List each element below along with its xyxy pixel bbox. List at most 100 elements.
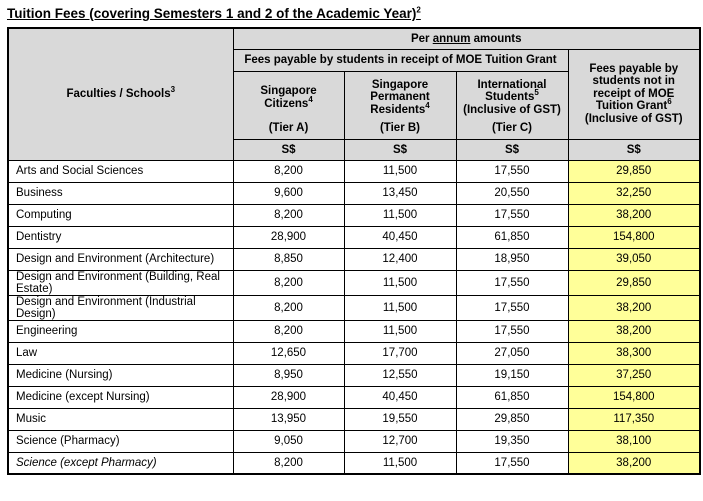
no-grant-fee-cell: 38,200 xyxy=(567,203,701,227)
tier-c-fee-cell: 29,850 xyxy=(455,407,569,431)
table-row: Engineering 8,200 11,500 17,550 38,200 xyxy=(7,319,701,343)
tier-c-fee-cell: 61,850 xyxy=(455,225,569,249)
table-row: Medicine (except Nursing) 28,900 40,450 … xyxy=(7,385,701,409)
table-row: Dentistry 28,900 40,450 61,850 154,800 xyxy=(7,225,701,249)
tier-b-fee-cell: 11,500 xyxy=(343,319,457,343)
table-row: Law 12,650 17,700 27,050 38,300 xyxy=(7,341,701,365)
fee-table-body: Arts and Social Sciences 8,200 11,500 17… xyxy=(7,159,701,475)
tier-a-header: Singapore Citizens4 (Tier A) xyxy=(232,70,345,140)
tier-a-fee-cell: 8,200 xyxy=(232,319,345,343)
table-row: Music 13,950 19,550 29,850 117,350 xyxy=(7,407,701,431)
tier-b-fee-cell: 12,700 xyxy=(343,429,457,453)
no-grant-fee-cell: 37,250 xyxy=(567,363,701,387)
no-grant-fee-cell: 29,850 xyxy=(567,269,701,296)
tier-c-header: International Students5 (Inclusive of GS… xyxy=(455,70,569,140)
moe-grant-header: Fees payable by students in receipt of M… xyxy=(232,48,569,72)
no-grant-gst-note: (Inclusive of GST) xyxy=(584,112,683,125)
tier-a-label: (Tier A) xyxy=(268,121,309,134)
tier-a-fee-cell: 12,650 xyxy=(232,341,345,365)
tier-c-fee-cell: 20,550 xyxy=(455,181,569,205)
no-grant-footnote-marker: 6 xyxy=(667,97,672,107)
no-grant-fee-cell: 38,200 xyxy=(567,319,701,343)
faculty-cell: Science (Pharmacy) xyxy=(7,429,234,453)
tier-c-fee-cell: 17,550 xyxy=(455,319,569,343)
tier-c-fee-cell: 19,150 xyxy=(455,363,569,387)
tier-a-fee-cell: 8,200 xyxy=(232,159,345,183)
currency-header-tier-a: S$ xyxy=(232,138,345,161)
tier-c-gst-note: (Inclusive of GST) xyxy=(463,103,561,116)
tier-b-fee-cell: 40,450 xyxy=(343,385,457,409)
table-row: Medicine (Nursing) 8,950 12,550 19,150 3… xyxy=(7,363,701,387)
tier-a-fee-cell: 28,900 xyxy=(232,385,345,409)
header-row-currency: S$ S$ S$ S$ xyxy=(8,138,701,161)
no-grant-fee-cell: 117,350 xyxy=(567,407,701,431)
faculty-cell: Design and Environment (Architecture) xyxy=(7,247,234,271)
table-row: Science (except Pharmacy) 8,200 11,500 1… xyxy=(7,451,701,475)
faculty-cell: Medicine (except Nursing) xyxy=(7,385,234,409)
tier-b-fee-cell: 11,500 xyxy=(343,203,457,227)
tier-a-fee-cell: 28,900 xyxy=(232,225,345,249)
no-grant-fee-cell: 32,250 xyxy=(567,181,701,205)
no-grant-fee-cell: 154,800 xyxy=(567,225,701,249)
tier-b-header: Singapore Permanent Residents4 (Tier B) xyxy=(343,70,457,140)
tier-a-fee-cell: 8,200 xyxy=(232,294,345,321)
tier-b-fee-cell: 11,500 xyxy=(343,159,457,183)
faculty-cell: Law xyxy=(7,341,234,365)
faculty-cell: Science (except Pharmacy) xyxy=(7,451,234,475)
tier-a-fee-cell: 8,850 xyxy=(232,247,345,271)
no-grant-fee-cell: 38,200 xyxy=(567,294,701,321)
tier-b-footnote-marker: 4 xyxy=(425,100,430,110)
currency-header-tier-c: S$ xyxy=(455,138,569,161)
tier-c-footnote-marker: 5 xyxy=(534,88,539,98)
page-title: Tuition Fees (covering Semesters 1 and 2… xyxy=(7,6,703,21)
tier-c-fee-cell: 17,550 xyxy=(455,203,569,227)
faculty-cell: Design and Environment (Industrial Desig… xyxy=(7,294,234,321)
no-grant-fee-cell: 29,850 xyxy=(567,159,701,183)
tier-a-fee-cell: 8,200 xyxy=(232,451,345,475)
faculties-footnote-marker: 3 xyxy=(170,85,176,95)
no-grant-fee-cell: 38,300 xyxy=(567,341,701,365)
tier-b-fee-cell: 11,500 xyxy=(343,269,457,296)
no-grant-fee-cell: 38,100 xyxy=(567,429,701,453)
table-row: Science (Pharmacy) 9,050 12,700 19,350 3… xyxy=(7,429,701,453)
faculty-cell: Engineering xyxy=(7,319,234,343)
tier-c-fee-cell: 17,550 xyxy=(455,451,569,475)
per-annum-header: Per annum amounts xyxy=(232,27,701,50)
tier-c-fee-cell: 27,050 xyxy=(455,341,569,365)
header-row-grant: Fees payable by students in receipt of M… xyxy=(8,48,701,140)
tier-a-fee-cell: 13,950 xyxy=(232,407,345,431)
title-footnote-marker: 2 xyxy=(416,5,421,15)
tier-b-fee-cell: 12,400 xyxy=(343,247,457,271)
tier-b-fee-cell: 11,500 xyxy=(343,294,457,321)
table-row: Design and Environment (Building, Real E… xyxy=(7,269,701,296)
faculty-cell: Arts and Social Sciences xyxy=(7,159,234,183)
faculty-cell: Medicine (Nursing) xyxy=(7,363,234,387)
table-row: Computing 8,200 11,500 17,550 38,200 xyxy=(7,203,701,227)
tier-a-fee-cell: 8,200 xyxy=(232,269,345,296)
tier-a-fee-cell: 8,200 xyxy=(232,203,345,227)
faculty-cell: Computing xyxy=(7,203,234,227)
tier-b-fee-cell: 13,450 xyxy=(343,181,457,205)
table-row: Business 9,600 13,450 20,550 32,250 xyxy=(7,181,701,205)
tier-a-footnote-marker: 4 xyxy=(308,94,313,104)
tier-c-label: (Tier C) xyxy=(491,121,533,134)
header-row-per-annum: Faculties / Schools3 Per annum amounts xyxy=(7,27,701,161)
faculty-cell: Dentistry xyxy=(7,225,234,249)
no-grant-fee-cell: 154,800 xyxy=(567,385,701,409)
tier-c-fee-cell: 17,550 xyxy=(455,159,569,183)
tuition-fees-table: Faculties / Schools3 Per annum amounts F… xyxy=(7,27,702,475)
tier-b-fee-cell: 19,550 xyxy=(343,407,457,431)
tier-b-fee-cell: 12,550 xyxy=(343,363,457,387)
faculties-schools-header: Faculties / Schools3 xyxy=(7,27,234,161)
currency-header-no-grant: S$ xyxy=(567,138,701,161)
tier-b-fee-cell: 17,700 xyxy=(343,341,457,365)
title-text: Tuition Fees (covering Semesters 1 and 2… xyxy=(7,6,417,21)
faculty-cell: Music xyxy=(7,407,234,431)
tier-b-fee-cell: 40,450 xyxy=(343,225,457,249)
currency-header-tier-b: S$ xyxy=(343,138,457,161)
per-annum-latin: annum xyxy=(432,32,471,45)
tier-c-fee-cell: 61,850 xyxy=(455,385,569,409)
tier-a-fee-cell: 9,050 xyxy=(232,429,345,453)
tier-b-label: (Tier B) xyxy=(379,121,421,134)
no-grant-fee-cell: 38,200 xyxy=(567,451,701,475)
